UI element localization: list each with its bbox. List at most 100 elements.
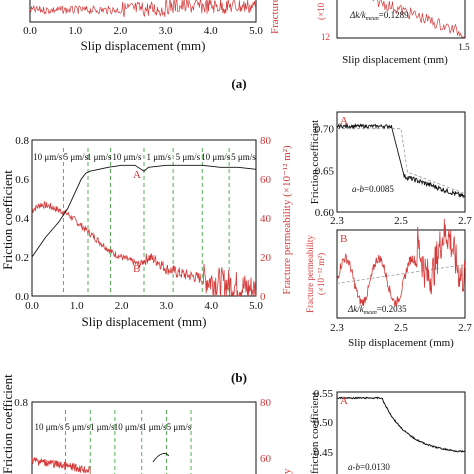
right-tick-label: 60 — [260, 174, 272, 186]
x-tick-label: 2.5 — [394, 215, 408, 227]
panel-a-inset-ytick: 12 — [321, 32, 330, 42]
panel-b-inset-b-x-tick-labels: 2.3 2.5 2.7 — [330, 322, 472, 334]
panel-c-inset-ytick-1: 0.50 — [314, 417, 334, 429]
panel-c-right-ytick-80: 80 — [260, 397, 272, 409]
rate-label: 1 μm/s — [87, 152, 112, 162]
left-tick-label: 0.0 — [15, 291, 29, 303]
inset-permeability-line — [372, 0, 465, 38]
panel-c-inset-tag: A — [340, 395, 348, 407]
panel-c-inset-frame — [336, 391, 466, 474]
panel-a-inset-ylabel: (×10 — [316, 2, 326, 20]
x-tick-label: 1.0 — [70, 300, 84, 312]
panel-b-inset-b-line — [336, 218, 466, 307]
panel-c-left-ytick: 0.8 — [14, 397, 28, 409]
right-tick-label: 0 — [260, 291, 266, 303]
rate-label: 10 μm/s — [34, 422, 64, 432]
panel-b-left-axis-label: Friction coefficient — [0, 170, 15, 270]
panel-b-x-axis-label: Slip displacement (mm) — [82, 314, 207, 329]
rate-label: 5 μm/s — [65, 422, 90, 432]
x-tick-label: 3.0 — [159, 25, 173, 37]
panel-a-inset-ratio: Δk/kmean=0.1289 — [349, 10, 409, 22]
x-tick-label: 2.5 — [394, 322, 408, 334]
panel-b-inset-b-frame — [336, 229, 466, 319]
rate-label: 10 μm/s — [201, 152, 231, 162]
panel-c-rate-labels: 10 μm/s 5 μm/s 1 μm/s 10 μm/s 1 μm/s 5 μm/s — [34, 422, 191, 432]
panel-a-inset-frame — [336, 0, 466, 39]
rate-label: 10 μm/s — [33, 152, 63, 162]
panel-b-rate-labels: 10 μm/s 5 μm/s1 μm/s 10 μm/s 1 μm/s 5 μm/s 10… — [33, 152, 256, 162]
panel-b-right-tick-labels: 0 20 40 60 80 — [260, 135, 272, 303]
y-tick-label: 0.60 — [315, 207, 335, 219]
rate-label: 5 μm/s — [176, 152, 201, 162]
y-tick-label: 0.70 — [315, 124, 335, 136]
rate-label: 5 μm/s — [64, 152, 89, 162]
x-tick-label: 4.0 — [204, 25, 218, 37]
panel-c-inset-ab: a-b=0.0130 — [348, 462, 390, 472]
permeability-line — [29, 0, 257, 18]
rate-label: 1 μm/s — [142, 422, 167, 432]
panel-c-inset-ylabel: friction coefficient — [309, 392, 321, 474]
panel-b-inset-b-ratio: Δk/kmean=0.2035 — [347, 304, 407, 316]
right-tick-label: 40 — [260, 213, 272, 225]
panel-c-frame — [31, 401, 257, 474]
panel-a-inset-trace — [372, 0, 465, 38]
rate-label: 1 μm/s — [90, 422, 115, 432]
x-tick-label: 2.0 — [115, 300, 129, 312]
x-tick-label: 2.3 — [330, 215, 344, 227]
panel-c-inset-ytick-2: 0.45 — [314, 447, 334, 459]
rate-label: 10 μm/s — [112, 152, 142, 162]
panel-b-marker-a: A — [133, 169, 141, 181]
x-tick-label: 4.0 — [204, 300, 218, 312]
panel-c-rate-change-lines — [65, 410, 192, 474]
panel-a: 0.0 1.0 2.0 3.0 4.0 5.0 Slip displacement (mm… — [23, 0, 470, 91]
panel-b-inset-b-tag: B — [340, 233, 347, 245]
panel-a-inset-xtick: 1.5 — [458, 42, 470, 52]
rate-label: 5 μm/s — [167, 422, 192, 432]
panel-c-friction-line — [152, 453, 170, 463]
panel-a-x-axis-label: Slip displacement (mm) — [81, 38, 206, 53]
panel-b-inset-a-fit-line — [337, 128, 466, 195]
rate-label: 5 μm/s — [231, 152, 256, 162]
panel-b-inset-a-tag: A — [340, 115, 348, 127]
panel-b-inset-a-line — [336, 122, 466, 199]
x-tick-label: 0.0 — [25, 300, 39, 312]
x-tick-label: 1.0 — [68, 25, 82, 37]
panel-b-marker-b: B — [133, 263, 140, 275]
panel-b-right-axis-label: Fracture permeability (×10⁻¹² m²) — [281, 145, 293, 295]
panel-c-inset-ytick-0: 0.55 — [314, 388, 334, 400]
panel-b-label: (b) — [231, 370, 247, 385]
x-tick-label: 2.0 — [114, 25, 128, 37]
x-tick-label: 2.3 — [330, 322, 344, 334]
panel-b-inset-b-ylabel: Fracture permeability — [305, 235, 315, 313]
rate-label: 10 μm/s — [114, 422, 144, 432]
x-tick-label: 3.0 — [160, 300, 174, 312]
y-tick-label: 0.65 — [315, 165, 335, 177]
x-tick-label: 0.0 — [23, 25, 37, 37]
left-tick-label: 0.4 — [15, 213, 29, 225]
panel-c-inset-line — [336, 396, 466, 454]
panel-b-inset-b-xlabel: Slip displacement (mm) — [348, 337, 454, 349]
left-tick-label: 0.8 — [15, 135, 29, 147]
panel-b-inset-a-frame — [336, 111, 466, 213]
panel-c-permeability-line — [31, 457, 91, 474]
x-tick-label: 2.7 — [458, 215, 472, 227]
panel-b-inset-b-fit-line — [336, 264, 466, 284]
panel-b: 10 μm/s 5 μm/s1 μm/s 10 μm/s 1 μm/s 5 μm/s 10… — [0, 111, 472, 385]
right-tick-label: 80 — [260, 135, 272, 147]
panel-b-inset-a-ab: a-b=0.0085 — [352, 184, 394, 194]
panel-a-right-axis-label: Fracture p — [269, 0, 281, 34]
panel-b-inset-a-ylabel: Friction coefficient — [309, 120, 321, 204]
right-tick-label: 20 — [260, 252, 272, 264]
panel-a-permeability-trace — [29, 0, 257, 18]
panel-c-left-axis-label: Friction coefficient — [0, 374, 15, 474]
panel-c-right-axis-label: y — [281, 468, 293, 474]
panel-b-x-tick-labels: 0.0 1.0 2.0 3.0 4.0 5.0 — [25, 300, 263, 312]
panel-b-left-tick-labels: 0.0 0.2 0.4 0.6 0.8 — [15, 135, 29, 303]
x-tick-label: 5.0 — [249, 25, 263, 37]
panel-b-inset-a-y-tick-labels: 0.60 0.65 0.70 — [315, 124, 335, 219]
panel-c: 10 μm/s 5 μm/s 1 μm/s 10 μm/s 1 μm/s 5 μm/s 0… — [0, 374, 466, 474]
panel-c-right-ytick-60: 60 — [260, 453, 272, 465]
panel-a-label: (a) — [231, 76, 246, 91]
panel-b-inset-b-ylabel-units: (×10⁻¹² m²) — [316, 253, 326, 295]
panel-b-inset-a-x-tick-labels: 2.3 2.5 2.7 — [330, 215, 472, 227]
